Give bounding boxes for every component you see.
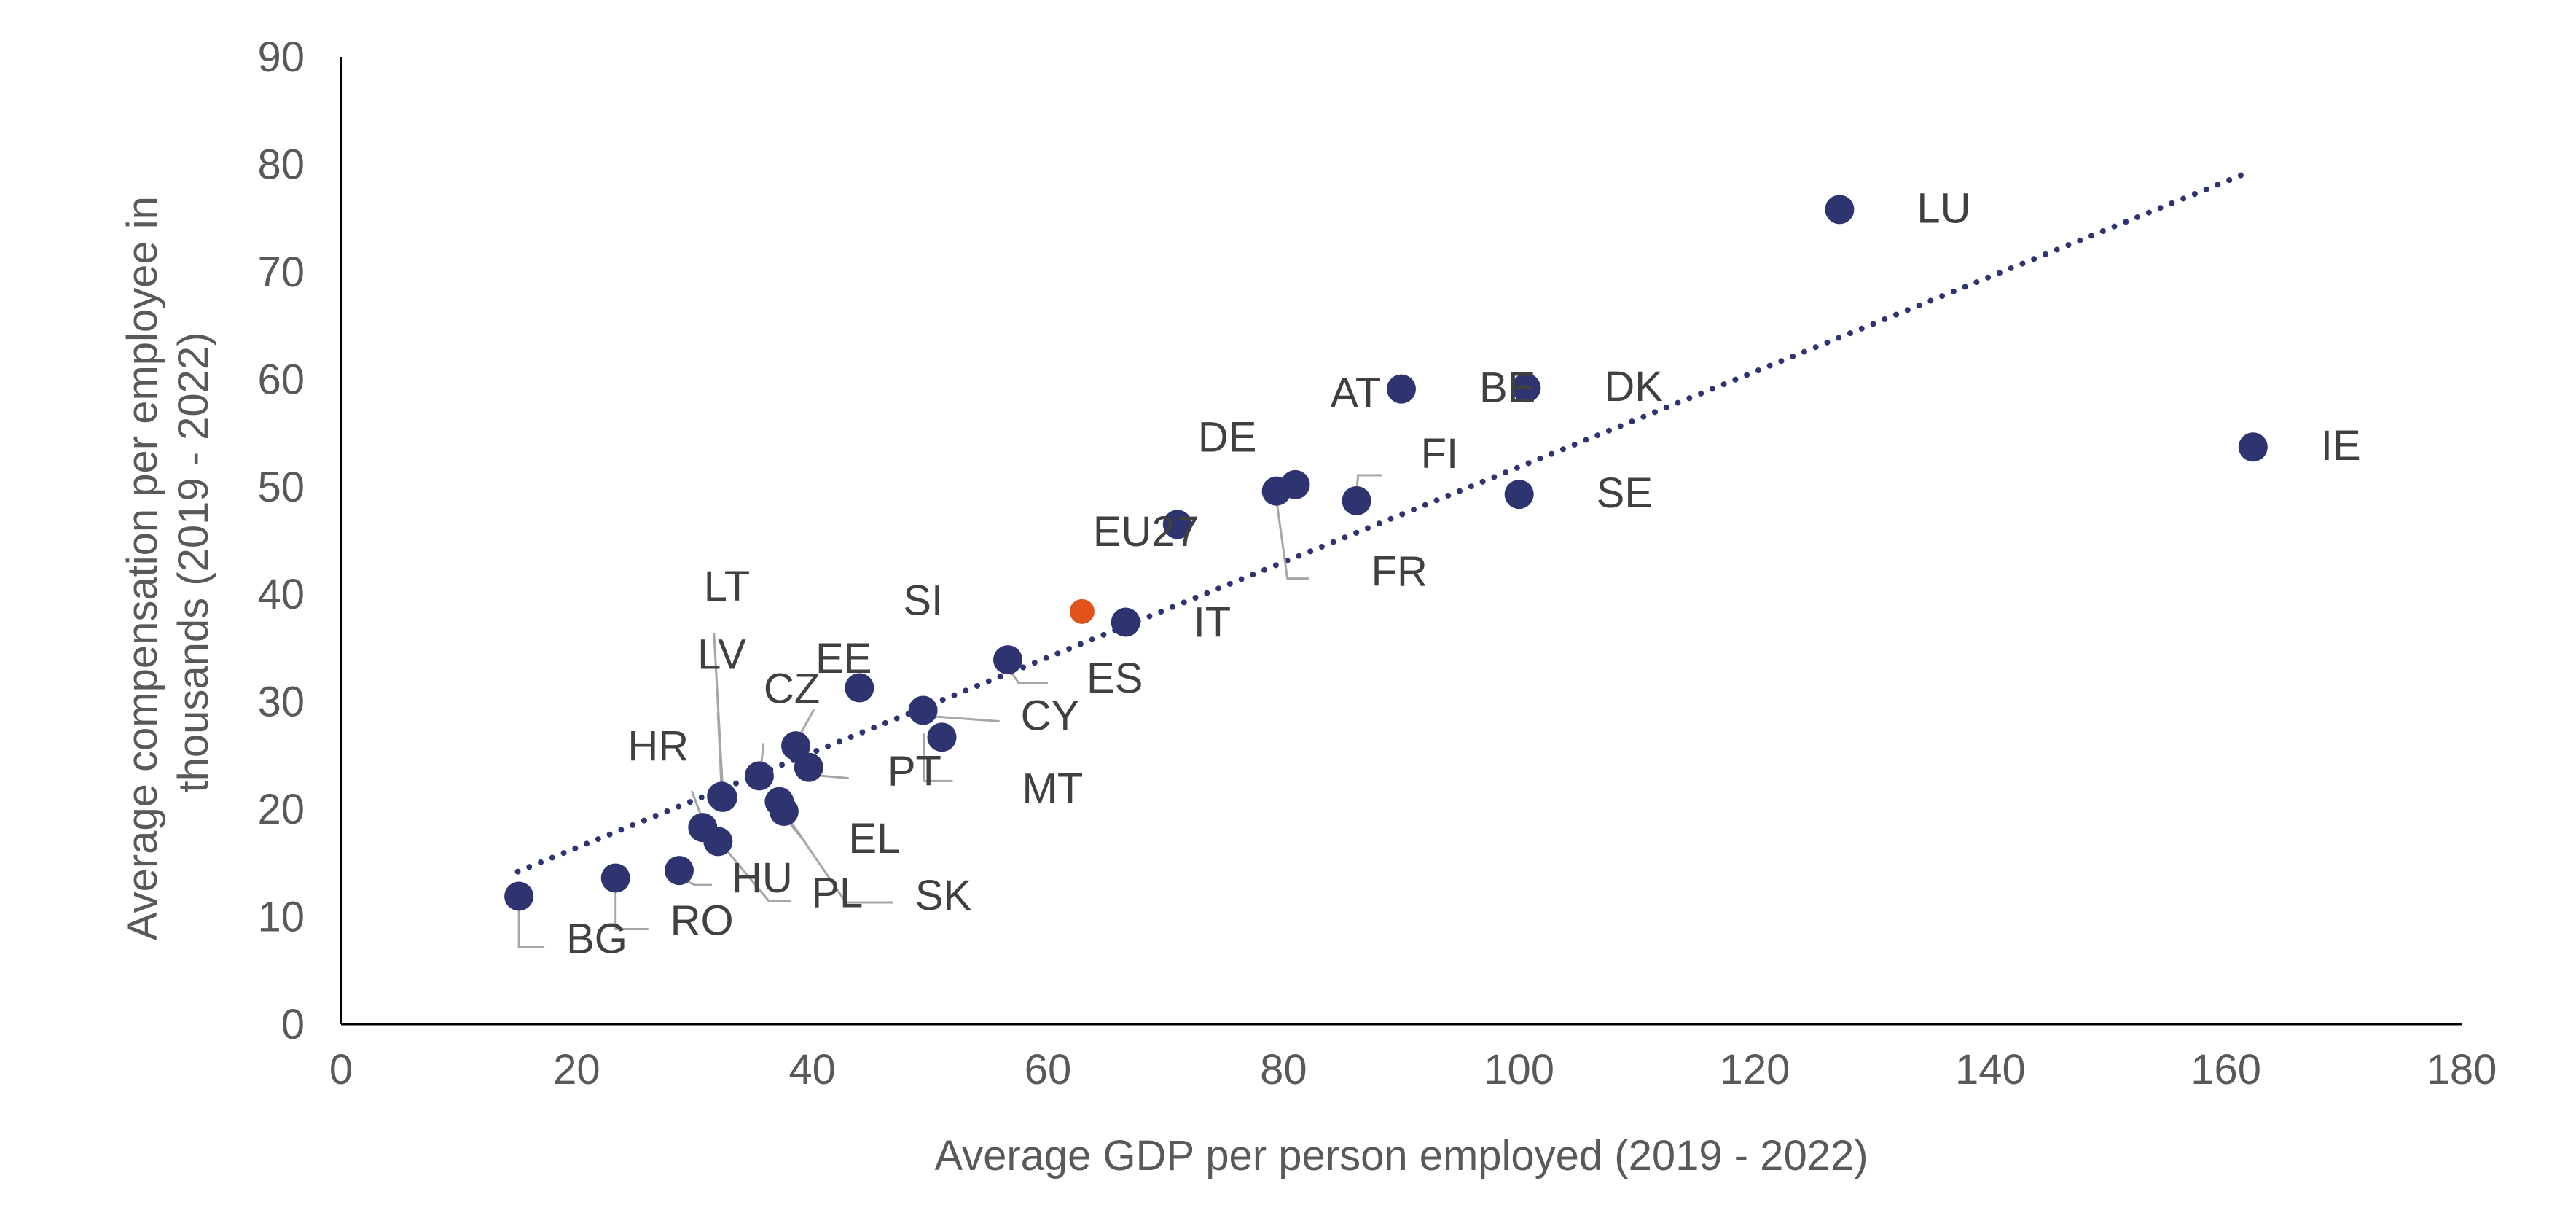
leader-line-bg [517,907,545,949]
data-point-es [993,645,1023,675]
y-tick-label: 40 [257,571,305,618]
leader-line-cy [930,714,1000,722]
data-point-lt [708,782,737,812]
data-point-ie [2238,432,2268,462]
point-label-be: BE [1479,364,1535,412]
point-label-lu: LU [1917,184,1970,232]
point-label-eu27: EU27 [1093,508,1199,555]
data-point-be [1387,374,1416,404]
x-tick-label: 100 [1484,1046,1554,1093]
point-label-hr: HR [627,722,689,770]
x-tick-label: 120 [1720,1046,1790,1093]
data-point-it [1111,607,1140,637]
point-label-sk: SK [915,872,972,919]
axes [340,57,2462,1026]
data-point-hr [688,813,718,843]
point-label-cz: CZ [764,665,820,712]
point-label-se: SE [1597,469,1653,517]
leader-line-pl [724,848,791,902]
x-tick-label: 80 [1260,1046,1307,1093]
point-label-es: ES [1087,655,1143,702]
data-point-sk [769,797,799,827]
point-label-fr: FR [1371,548,1428,596]
x-tick-label: 0 [329,1046,353,1093]
y-tick-label: 20 [257,786,305,833]
point-label-lv: LV [697,631,746,678]
point-label-fi: FI [1421,430,1459,477]
data-point-bg [504,881,534,911]
y-tick-label: 0 [281,1001,305,1048]
x-tick-label: 140 [1955,1046,2026,1093]
data-point-mt [927,722,957,752]
point-label-dk: DK [1604,363,1663,410]
trend-line [514,168,2252,875]
x-tick-label: 180 [2427,1046,2497,1093]
x-tick-label: 40 [788,1046,836,1093]
y-tick-label: 80 [257,141,305,188]
data-point-si [845,673,874,703]
point-label-pt: PT [888,748,941,795]
point-label-it: IT [1194,599,1232,647]
point-label-ro: RO [670,897,734,944]
data-point-at [1280,469,1310,499]
y-axis-title: Average compensation per employee in tho… [119,184,217,940]
leader-line-fr [1275,499,1309,580]
y-tick-label: 30 [257,679,305,726]
y-tick-label: 10 [257,894,305,941]
trendline [514,168,2252,875]
point-label-bg: BG [566,916,627,963]
data-point-dk [1511,373,1541,403]
leader-line-sk [788,819,893,904]
data-points [504,195,2268,911]
data-point-ro [600,863,630,893]
data-point-lu [1825,195,1855,225]
point-label-lt: LT [704,563,750,610]
point-label-el: EL [848,815,900,862]
data-point-hu [664,856,694,886]
point-label-ee: EE [815,635,872,682]
x-tick-label: 60 [1025,1046,1072,1093]
point-label-pl: PL [811,869,863,916]
y-tick-label: 50 [257,464,305,511]
point-label-ie: IE [2321,422,2361,469]
data-point-cz [744,761,774,791]
data-point-se [1504,480,1534,510]
y-tick-label: 70 [257,249,305,296]
y-axis-title-line-1: Average compensation per employee in [119,196,166,940]
leader-line-lt [713,633,724,790]
point-label-cy: CY [1021,692,1080,739]
y-tick-label: 90 [257,34,305,81]
y-tick-label: 60 [257,356,305,403]
data-point-de [1162,510,1192,539]
point-label-hu: HU [732,854,793,902]
x-axis-title: Average GDP per person employed (2019 - … [934,1132,1868,1179]
tick-labels: 0 10 20 30 40 50 60 70 80 90 0 20 40 60 80 100 120 140 160… [257,34,2497,1093]
data-point-pt [794,752,823,782]
x-tick-label: 20 [553,1046,600,1093]
leader-line-mt [923,733,953,782]
data-point-cy [908,695,938,725]
data-point-fi [1342,485,1371,515]
data-point-eu27 [1069,598,1095,624]
point-label-at: AT [1331,370,1382,417]
leader-line-ro [614,885,649,930]
data-point-ee [781,731,811,761]
point-label-si: SI [903,577,943,624]
point-label-mt: MT [1022,765,1084,812]
x-tick-label: 160 [2191,1046,2261,1093]
y-axis-title-line-2: thousands (2019 - 2022) [170,332,217,793]
point-label-de: DE [1198,413,1257,461]
